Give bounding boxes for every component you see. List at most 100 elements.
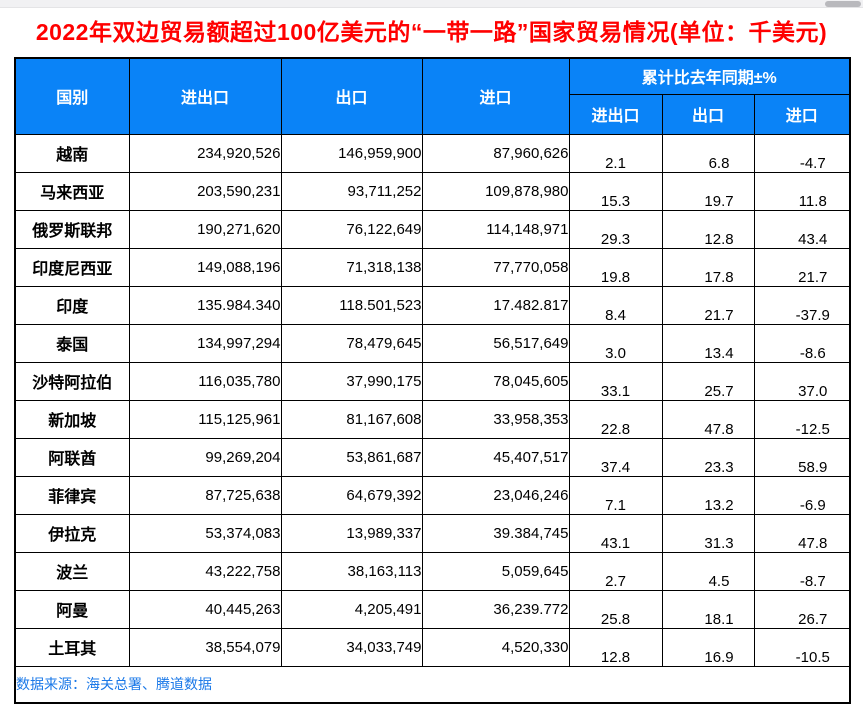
cell-total: 203,590,231 <box>128 171 282 211</box>
table-row: 菲律宾 87,725,638 64,679,392 23,046,246 7.1… <box>14 475 851 515</box>
table-row: 印度 135.984.340 118.501,523 17.482.817 8.… <box>14 285 851 325</box>
header-yoy-group: 累计比去年同期±% <box>568 57 851 95</box>
cell-country: 伊拉克 <box>14 513 130 553</box>
cell-yoy-import: 43.4 <box>753 209 851 249</box>
cell-total: 134,997,294 <box>128 323 282 363</box>
cell-export: 93,711,252 <box>280 171 423 211</box>
horizontal-scrollbar-track[interactable] <box>0 0 863 8</box>
cell-country: 阿联酋 <box>14 437 130 477</box>
cell-export: 71,318,138 <box>280 247 423 287</box>
trade-table: 国别 进出口 出口 进口 累计比去年同期±% 进出口 出口 进口 越南 234,… <box>14 57 852 704</box>
cell-yoy-total: 2.7 <box>568 551 663 591</box>
cell-import: 78,045,605 <box>421 361 570 401</box>
cell-yoy-export: 6.8 <box>661 133 755 173</box>
header-yoy-export: 出口 <box>661 93 755 135</box>
cell-export: 34,033,749 <box>280 627 423 667</box>
cell-yoy-total: 3.0 <box>568 323 663 363</box>
cell-yoy-import: -37.9 <box>753 285 851 325</box>
cell-import: 114,148,971 <box>421 209 570 249</box>
table-row: 阿曼 40,445,263 4,205,491 36,239.772 25.8 … <box>14 589 851 629</box>
cell-total: 234,920,526 <box>128 133 282 173</box>
cell-export: 38,163,113 <box>280 551 423 591</box>
cell-yoy-export: 13.2 <box>661 475 755 515</box>
cell-country: 印度 <box>14 285 130 325</box>
cell-yoy-import: -8.7 <box>753 551 851 591</box>
cell-country: 越南 <box>14 133 130 173</box>
cell-total: 149,088,196 <box>128 247 282 287</box>
page-title: 2022年双边贸易额超过100亿美元的“一带一路”国家贸易情况(单位：千美元) <box>35 19 828 45</box>
cell-yoy-total: 12.8 <box>568 627 663 667</box>
cell-export: 4,205,491 <box>280 589 423 629</box>
cell-country: 新加坡 <box>14 399 130 439</box>
cell-total: 53,374,083 <box>128 513 282 553</box>
table-header: 国别 进出口 出口 进口 累计比去年同期±% 进出口 出口 进口 <box>14 57 851 135</box>
cell-import: 33,958,353 <box>421 399 570 439</box>
cell-country: 印度尼西亚 <box>14 247 130 287</box>
cell-import: 45,407,517 <box>421 437 570 477</box>
cell-yoy-import: 47.8 <box>753 513 851 553</box>
cell-country: 阿曼 <box>14 589 130 629</box>
cell-export: 146,959,900 <box>280 133 423 173</box>
table-row: 泰国 134,997,294 78,479,645 56,517,649 3.0… <box>14 323 851 363</box>
table-row: 越南 234,920,526 146,959,900 87,960,626 2.… <box>14 133 851 173</box>
cell-yoy-export: 13.4 <box>661 323 755 363</box>
cell-yoy-total: 25.8 <box>568 589 663 629</box>
cell-yoy-export: 31.3 <box>661 513 755 553</box>
table-row: 伊拉克 53,374,083 13,989,337 39.384,745 43.… <box>14 513 851 553</box>
cell-yoy-export: 17.8 <box>661 247 755 287</box>
cell-import: 23,046,246 <box>421 475 570 515</box>
cell-yoy-import: 11.8 <box>753 171 851 211</box>
table-footer: 数据来源：海关总署、腾道数据 <box>14 665 851 704</box>
header-export: 出口 <box>280 57 423 135</box>
cell-yoy-import: -10.5 <box>753 627 851 667</box>
cell-import: 36,239.772 <box>421 589 570 629</box>
cell-total: 190,271,620 <box>128 209 282 249</box>
header-total-trade: 进出口 <box>128 57 282 135</box>
cell-yoy-total: 29.3 <box>568 209 663 249</box>
cell-yoy-import: 37.0 <box>753 361 851 401</box>
cell-total: 40,445,263 <box>128 589 282 629</box>
cell-total: 99,269,204 <box>128 437 282 477</box>
cell-yoy-import: -8.6 <box>753 323 851 363</box>
cell-import: 39.384,745 <box>421 513 570 553</box>
cell-yoy-import: 58.9 <box>753 437 851 477</box>
table-row: 阿联酋 99,269,204 53,861,687 45,407,517 37.… <box>14 437 851 477</box>
cell-country: 俄罗斯联邦 <box>14 209 130 249</box>
cell-yoy-export: 25.7 <box>661 361 755 401</box>
cell-yoy-export: 47.8 <box>661 399 755 439</box>
data-source-note: 数据来源：海关总署、腾道数据 <box>14 665 851 704</box>
cell-yoy-export: 12.8 <box>661 209 755 249</box>
table-row: 沙特阿拉伯 116,035,780 37,990,175 78,045,605 … <box>14 361 851 401</box>
cell-yoy-export: 23.3 <box>661 437 755 477</box>
cell-yoy-total: 37.4 <box>568 437 663 477</box>
cell-country: 马来西亚 <box>14 171 130 211</box>
cell-country: 泰国 <box>14 323 130 363</box>
horizontal-scrollbar-thumb[interactable] <box>825 1 861 7</box>
cell-import: 4,520,330 <box>421 627 570 667</box>
cell-yoy-export: 21.7 <box>661 285 755 325</box>
cell-import: 87,960,626 <box>421 133 570 173</box>
cell-yoy-export: 19.7 <box>661 171 755 211</box>
cell-yoy-import: -4.7 <box>753 133 851 173</box>
cell-import: 17.482.817 <box>421 285 570 325</box>
cell-country: 菲律宾 <box>14 475 130 515</box>
cell-yoy-total: 43.1 <box>568 513 663 553</box>
cell-yoy-total: 15.3 <box>568 171 663 211</box>
cell-export: 76,122,649 <box>280 209 423 249</box>
table-row: 马来西亚 203,590,231 93,711,252 109,878,980 … <box>14 171 851 211</box>
table-row: 土耳其 38,554,079 34,033,749 4,520,330 12.8… <box>14 627 851 667</box>
table-row: 俄罗斯联邦 190,271,620 76,122,649 114,148,971… <box>14 209 851 249</box>
cell-yoy-import: -12.5 <box>753 399 851 439</box>
cell-total: 135.984.340 <box>128 285 282 325</box>
cell-yoy-import: -6.9 <box>753 475 851 515</box>
table-row: 印度尼西亚 149,088,196 71,318,138 77,770,058 … <box>14 247 851 287</box>
cell-export: 118.501,523 <box>280 285 423 325</box>
cell-total: 87,725,638 <box>128 475 282 515</box>
cell-total: 115,125,961 <box>128 399 282 439</box>
cell-export: 53,861,687 <box>280 437 423 477</box>
cell-import: 109,878,980 <box>421 171 570 211</box>
cell-total: 38,554,079 <box>128 627 282 667</box>
cell-import: 56,517,649 <box>421 323 570 363</box>
cell-total: 43,222,758 <box>128 551 282 591</box>
cell-export: 81,167,608 <box>280 399 423 439</box>
